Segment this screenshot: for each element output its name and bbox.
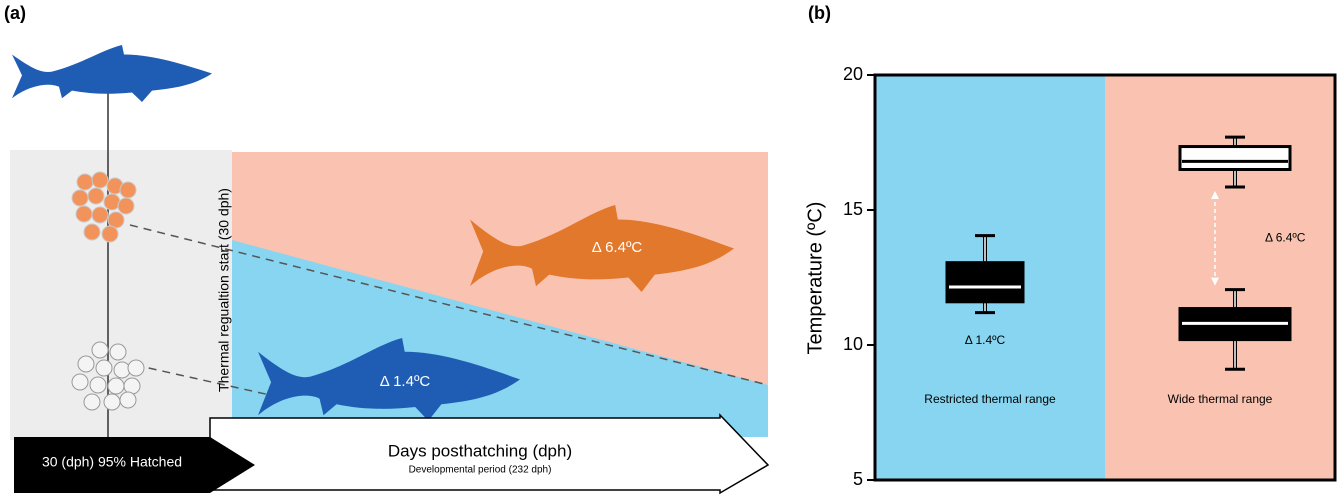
panel-label: (b) — [808, 3, 831, 23]
box — [1180, 147, 1290, 170]
y-tick-label: 10 — [843, 334, 863, 354]
y-tick-label: 20 — [843, 64, 863, 84]
panel-a: (a) Thermal regualtion start (30 dph) Δ … — [4, 3, 768, 493]
category-label: Restricted thermal range — [924, 392, 1056, 406]
annotation: Δ 6.4ºC — [1265, 231, 1306, 245]
wide-delta: Δ 6.4ºC — [592, 239, 643, 256]
hatch-label: 30 (dph) 95% Hatched — [42, 454, 182, 470]
box — [947, 263, 1023, 302]
adult-fish — [12, 45, 212, 102]
regulation-label: Thermal regualtion start (30 dph) — [216, 188, 232, 392]
x-axis-label: Days posthatching (dph) — [388, 441, 572, 460]
period-label: Developmental period (232 dph) — [409, 465, 552, 476]
restricted-delta: Δ 1.4ºC — [380, 373, 431, 390]
y-tick-label: 15 — [843, 199, 863, 219]
figure: (a) Thermal regualtion start (30 dph) Δ … — [0, 0, 1341, 498]
category-label: Wide thermal range — [1168, 392, 1273, 406]
panel-b: (b) Temperature (ºC) Restricted thermal … — [804, 3, 1335, 489]
panel-label: (a) — [4, 3, 26, 23]
annotation: Δ 1.4ºC — [965, 333, 1006, 347]
y-tick-label: 5 — [853, 469, 863, 489]
range-background — [1105, 75, 1335, 480]
y-axis-label: Temperature (ºC) — [804, 202, 826, 355]
